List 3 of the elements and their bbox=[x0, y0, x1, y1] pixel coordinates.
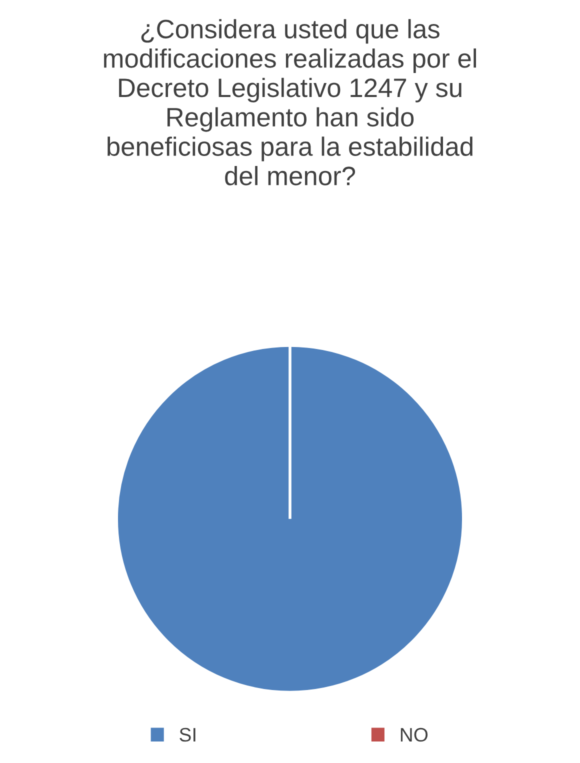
legend-label: SI bbox=[180, 728, 196, 742]
legend-label: NO bbox=[400, 728, 428, 742]
chart-title: ¿Considera usted que las modificaciones realizadas por el Decreto Legislativo 1247 y su Reglamento han sido beneficiosas para la estabilidad del menor? bbox=[104, 19, 476, 186]
